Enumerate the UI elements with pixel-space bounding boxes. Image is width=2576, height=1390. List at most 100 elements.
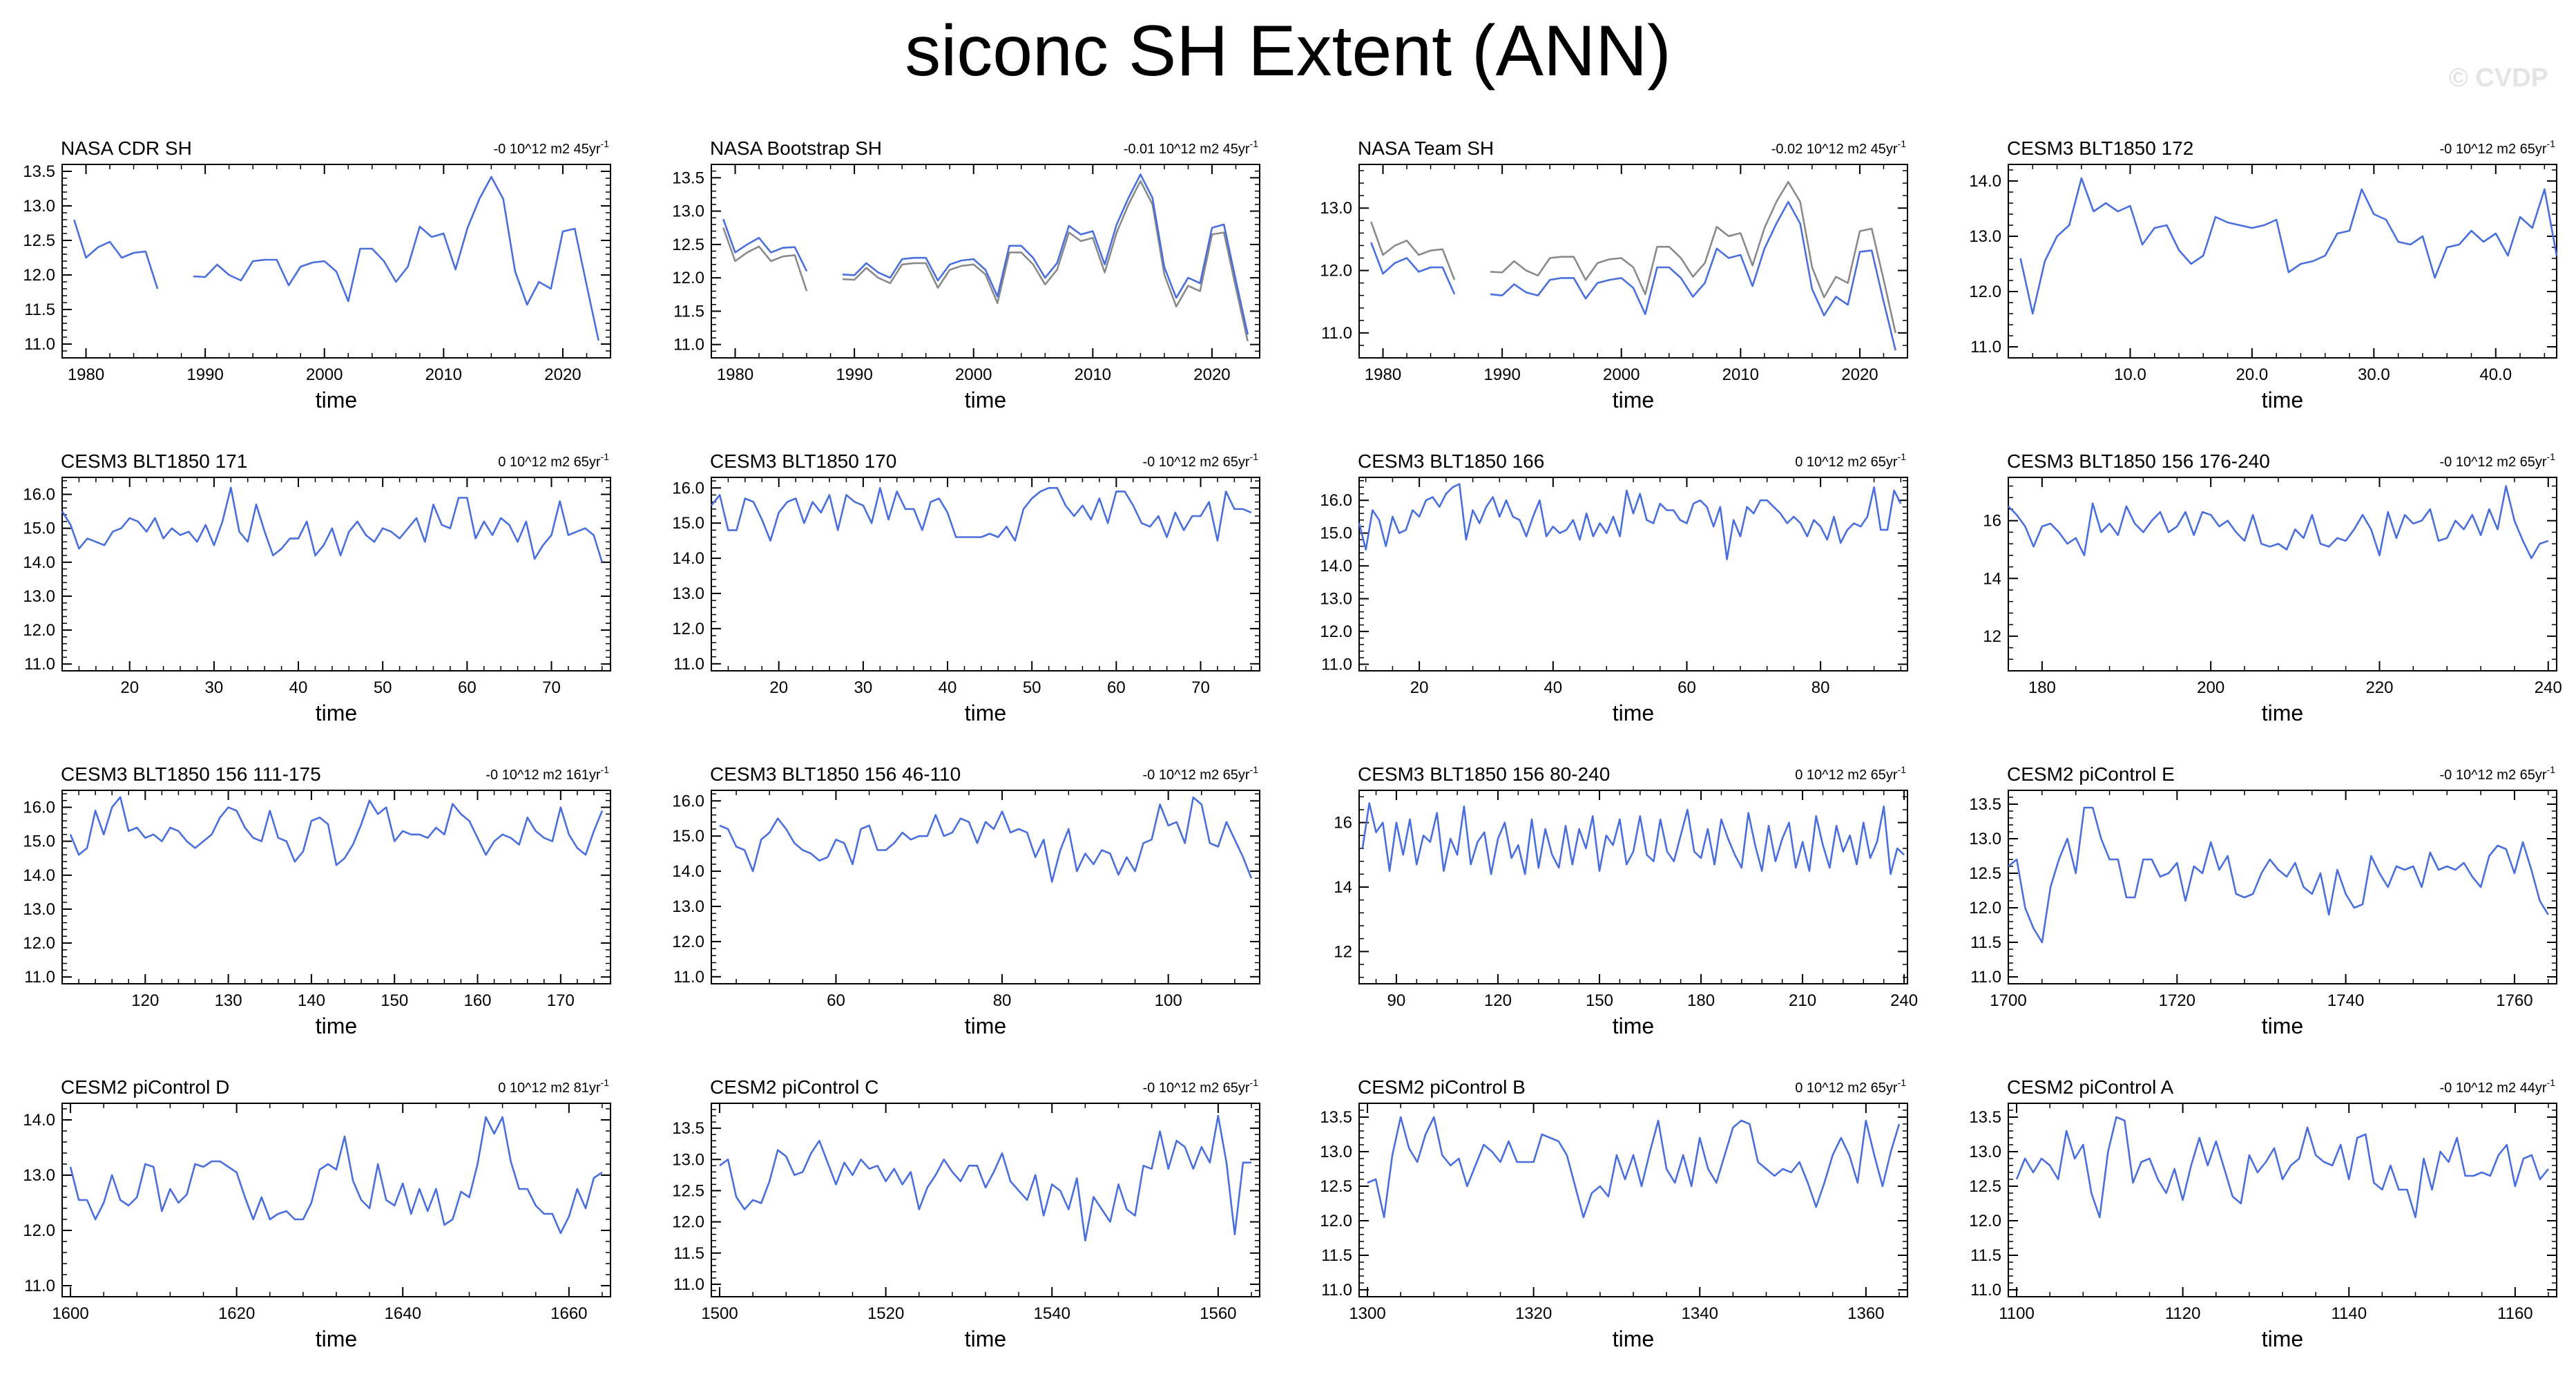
plot-frame [1358, 477, 1908, 672]
x-tick-label: 180 [2028, 678, 2056, 697]
x-tick-label: 1740 [2327, 991, 2364, 1010]
x-tick-label: 1990 [836, 365, 872, 384]
y-tick-label: 14.0 [23, 553, 55, 572]
x-tick-label: 150 [381, 991, 408, 1010]
y-tick-label: 13.0 [23, 197, 55, 216]
x-tick-label: 40.0 [2479, 365, 2512, 384]
chart-panel: CESM3 BLT1850 156 80-240 0 10^12 m2 65yr-… [1334, 763, 1918, 1038]
y-tick-label: 15.0 [672, 827, 704, 846]
y-tick-label: 16.0 [1320, 491, 1352, 510]
series-line [1361, 802, 1905, 875]
y-tick-label: 12.0 [1969, 283, 2001, 301]
y-tick-label: 13.0 [672, 202, 704, 221]
x-axis-label: time [316, 701, 357, 725]
y-tick-label: 13.0 [1969, 227, 2001, 246]
x-tick-label: 1300 [1349, 1304, 1385, 1323]
y-tick-label: 15.0 [23, 832, 55, 851]
series-line [1370, 181, 1896, 334]
chart-panel: CESM2 piControl C -0 10^12 m2 65yr-1 1500 1… [672, 1076, 1260, 1351]
trend-label: -0 10^12 m2 65yr-1 [1143, 764, 1259, 783]
y-tick-label: 13.5 [672, 169, 704, 187]
x-tick-label: 90 [1387, 991, 1406, 1010]
x-tick-label: 50 [1023, 678, 1041, 697]
x-tick-label: 20.0 [2236, 365, 2269, 384]
y-tick-label: 14 [1983, 569, 2001, 588]
y-tick-label: 13.0 [23, 587, 55, 606]
x-axis-label: time [1613, 1013, 1654, 1038]
y-tick-label: 11.5 [24, 301, 55, 319]
y-tick-label: 12.0 [23, 934, 55, 953]
x-tick-label: 1720 [2159, 991, 2195, 1010]
panel-title: CESM2 piControl A [2007, 1076, 2174, 1098]
plot-frame [711, 477, 1260, 672]
series-line [1358, 483, 1902, 560]
series-line [2015, 1116, 2550, 1219]
x-tick-label: 1140 [2331, 1304, 2367, 1323]
x-axis-label: time [2262, 1326, 2303, 1351]
panel-title: NASA CDR SH [61, 137, 192, 159]
x-tick-label: 2000 [1603, 365, 1640, 384]
trend-label: -0.01 10^12 m2 45yr-1 [1124, 138, 1258, 157]
x-tick-label: 120 [1484, 991, 1512, 1010]
y-tick-label: 13.5 [1320, 1108, 1352, 1127]
x-tick-label: 60 [458, 678, 477, 697]
y-tick-label: 16.0 [672, 479, 704, 497]
series-line [719, 796, 1253, 883]
x-axis-label: time [316, 1013, 357, 1038]
panel-title: CESM2 piControl D [61, 1076, 229, 1098]
chart-panel: CESM2 piControl A -0 10^12 m2 44yr-1 1100 1… [1969, 1076, 2557, 1351]
x-tick-label: 1600 [52, 1304, 88, 1323]
x-tick-label: 20 [1410, 678, 1429, 697]
y-tick-label: 11.5 [1970, 1246, 2001, 1265]
y-tick-label: 11.0 [24, 655, 55, 674]
x-tick-label: 240 [1890, 991, 1918, 1010]
y-tick-label: 16.0 [23, 799, 55, 817]
x-tick-label: 180 [1687, 991, 1715, 1010]
x-axis-label: time [1613, 1326, 1654, 1351]
y-tick-label: 11.0 [1321, 1281, 1352, 1299]
x-tick-label: 2020 [1841, 365, 1878, 384]
panel-title: CESM3 BLT1850 171 [61, 450, 247, 472]
panel-title: CESM2 piControl B [1358, 1076, 1526, 1098]
y-tick-label: 11.5 [673, 1244, 704, 1263]
plot-frame [2008, 164, 2557, 359]
x-tick-label: 100 [1155, 991, 1182, 1010]
x-tick-label: 60 [827, 991, 845, 1010]
y-tick-label: 12.5 [1969, 864, 2001, 883]
x-tick-label: 140 [298, 991, 325, 1010]
y-tick-label: 12.0 [1969, 1212, 2001, 1230]
y-tick-label: 16 [1983, 512, 2001, 531]
y-tick-label: 12 [1334, 942, 1352, 961]
y-tick-label: 11.0 [1321, 324, 1352, 343]
x-tick-label: 70 [1191, 678, 1210, 697]
y-tick-label: 15.0 [672, 514, 704, 533]
y-tick-label: 11.5 [673, 302, 704, 321]
x-tick-label: 1660 [550, 1304, 587, 1323]
x-tick-label: 2000 [955, 365, 992, 384]
trend-label: 0 10^12 m2 81yr-1 [498, 1077, 609, 1096]
x-tick-label: 2010 [425, 365, 462, 384]
x-tick-label: 1120 [2165, 1304, 2201, 1323]
y-tick-label: 16.0 [23, 486, 55, 504]
y-tick-label: 14.0 [23, 866, 55, 885]
panel-title: CESM3 BLT1850 166 [1358, 450, 1544, 472]
y-tick-label: 12.0 [672, 933, 704, 951]
chart-panel: CESM2 piControl D 0 10^12 m2 81yr-1 1600 16… [23, 1076, 611, 1351]
chart-panel: NASA CDR SH -0 10^12 m2 45yr-1 1980 1990 200… [23, 137, 611, 412]
trend-label: -0 10^12 m2 65yr-1 [1143, 451, 1259, 470]
chart-panel: CESM3 BLT1850 156 176-240 -0 10^12 m2 65y… [1983, 450, 2562, 725]
y-tick-label: 13.5 [23, 162, 55, 181]
x-tick-label: 120 [131, 991, 159, 1010]
x-tick-label: 1990 [186, 365, 223, 384]
x-tick-label: 1500 [701, 1304, 738, 1323]
y-tick-label: 13.0 [23, 1166, 55, 1185]
y-tick-label: 16.0 [672, 792, 704, 810]
series-line [710, 487, 1252, 542]
x-tick-label: 1520 [867, 1304, 904, 1323]
chart-panel: NASA Bootstrap SH -0.01 10^12 m2 45yr-1 19… [672, 137, 1260, 412]
y-tick-label: 11.0 [1970, 338, 2001, 356]
x-tick-label: 1990 [1483, 365, 1520, 384]
x-tick-label: 2010 [1075, 365, 1111, 384]
panel-title: CESM3 BLT1850 170 [710, 450, 896, 472]
x-tick-label: 50 [374, 678, 392, 697]
